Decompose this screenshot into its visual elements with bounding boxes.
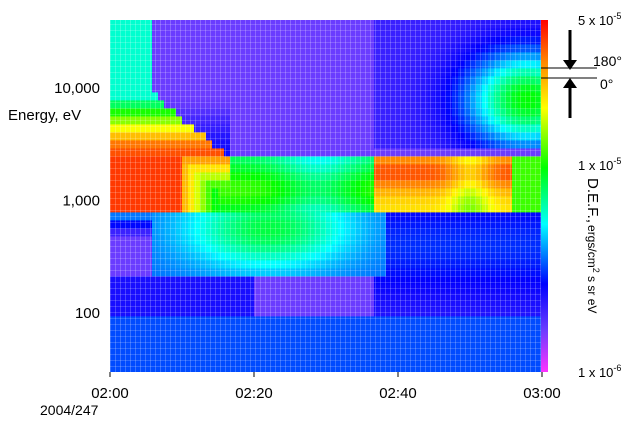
x-tick-label: 02:20 [235, 385, 273, 402]
colorbar-label-units-rest: s sr eV [585, 273, 599, 314]
y-tick-label: 1,000 [62, 193, 100, 210]
colorbar-tick-label: 5 x 10-5 [578, 11, 621, 28]
y-tick-label: 10,000 [54, 80, 100, 97]
date-label: 2004/247 [40, 402, 99, 418]
colorbar-label: D.E.F., ergs/cm2 s sr eV [584, 178, 601, 313]
colorbar-label-units: ergs/cm [585, 225, 599, 268]
up-arrow-icon [563, 78, 577, 88]
spectrogram-area [110, 20, 542, 372]
colorbar-tick-label: 1 x 10-6 [578, 363, 621, 380]
angle-key: 180° 0° [541, 30, 622, 118]
angle-label-0: 0° [600, 76, 613, 92]
x-tick-labels: 02:00 02:20 02:40 03:00 [91, 372, 561, 402]
y-axis-label: Energy, eV [8, 107, 81, 124]
energy-striping [110, 20, 542, 372]
colorbar-label-exponent: 2 [591, 268, 601, 273]
x-tick-label: 03:00 [523, 385, 561, 402]
colorbar-tick-label: 1 x 10-5 [578, 156, 621, 173]
colorbar-tick-labels: 5 x 10-5 1 x 10-5 1 x 10-6 [578, 11, 621, 380]
x-tick-label: 02:00 [91, 385, 129, 402]
y-tick-labels: 10,000 1,000 100 [54, 80, 100, 322]
x-tick-label: 02:40 [379, 385, 417, 402]
colorbar-gradient [541, 20, 548, 372]
colorbar: 5 x 10-5 1 x 10-5 1 x 10-6 D.E.F., ergs/cm2… [541, 11, 621, 380]
down-arrow-icon [563, 60, 577, 70]
colorbar-label-main: D.E.F., [584, 178, 601, 223]
angle-label-180: 180° [593, 53, 622, 69]
y-tick-label: 100 [75, 305, 100, 322]
